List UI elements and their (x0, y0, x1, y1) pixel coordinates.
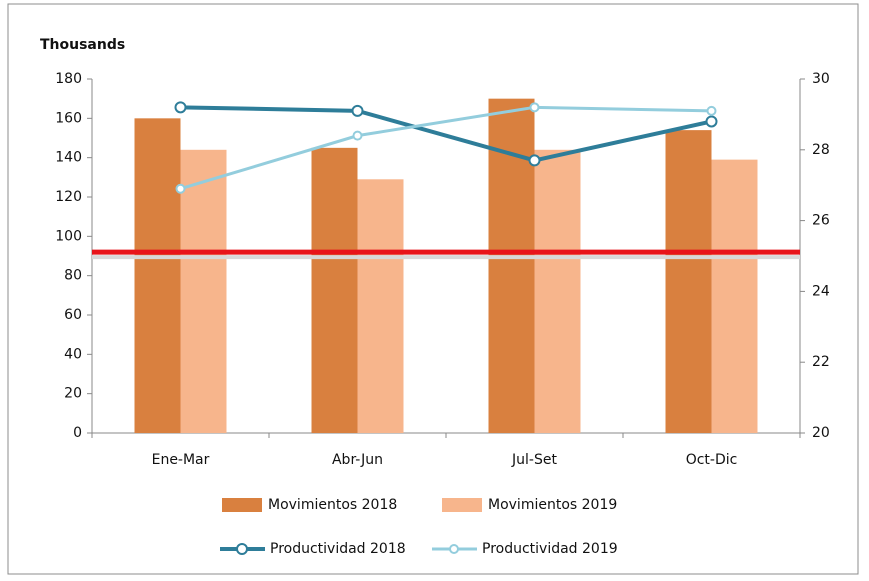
legend-label: Movimientos 2018 (268, 497, 397, 513)
bar (357, 179, 404, 433)
line-marker (175, 183, 186, 194)
line (180, 105, 712, 191)
line-marker (706, 105, 717, 116)
y-tick-label: 40 (64, 346, 82, 362)
line-marker (705, 115, 718, 128)
y-tick-label: 180 (55, 71, 82, 87)
line-marker (174, 101, 187, 114)
legend-label: Productividad 2018 (270, 541, 406, 557)
y-axis-label: Thousands (40, 37, 125, 53)
bar (311, 147, 358, 434)
x-tick-label: Jul-Set (511, 452, 557, 468)
bar (534, 149, 581, 434)
y-tick-label: 160 (55, 110, 82, 126)
legend-marker (236, 543, 248, 555)
line-marker (528, 154, 541, 167)
y2-tick-label: 26 (812, 213, 830, 229)
line-marker (352, 130, 363, 141)
bar (665, 130, 712, 433)
line (180, 105, 712, 163)
y-tick-label: 120 (55, 189, 82, 205)
y-tick-label: 100 (55, 228, 82, 244)
legend-label: Movimientos 2019 (488, 497, 617, 513)
y2-tick-label: 20 (812, 425, 830, 441)
bar (711, 159, 758, 433)
y2-tick-label: 30 (812, 71, 830, 87)
x-tick-label: Oct-Dic (686, 452, 738, 468)
y-tick-label: 0 (73, 425, 82, 441)
legend-label: Productividad 2019 (482, 541, 618, 557)
legend-marker (449, 544, 459, 554)
y-tick-label: 20 (64, 386, 82, 402)
bar (134, 118, 181, 433)
y2-tick-label: 24 (812, 283, 830, 299)
line-marker (529, 102, 540, 113)
y2-tick-label: 28 (812, 142, 830, 158)
legend-swatch (442, 498, 482, 512)
bar (180, 149, 227, 434)
y2-tick-label: 22 (812, 354, 830, 370)
y-tick-label: 140 (55, 150, 82, 166)
x-tick-label: Abr-Jun (332, 452, 383, 468)
y-tick-label: 80 (64, 268, 82, 284)
y-tick-label: 60 (64, 307, 82, 323)
legend-swatch (222, 498, 262, 512)
line-marker (351, 104, 364, 117)
x-tick-label: Ene-Mar (152, 452, 210, 468)
